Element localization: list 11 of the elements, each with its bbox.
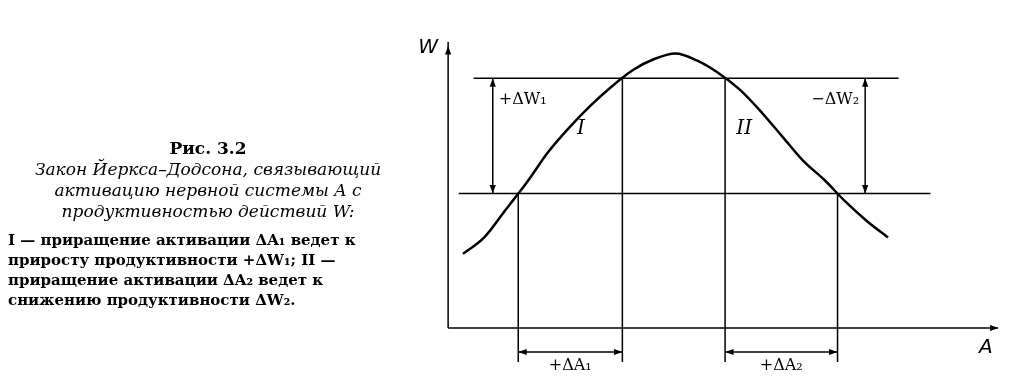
text: Рис. 3.2 [168,138,248,158]
annotation: −ΔW₂ [811,89,860,109]
annotation: I [575,115,586,140]
text: +ΔA₂ [759,355,803,375]
x-axis-title: A [976,334,993,359]
annotation: +ΔW₁ [498,89,547,109]
text: I — приращение активации ΔA₁ ведет к приросту продуктивности +ΔW₁; II — приращение активации ΔA₂ ведет к снижению продуктивности ΔW₂. [8,230,357,310]
text: Закон Йеркса–Додсона, связывающий активацию нервной системы A с продуктивностью действий W: [33,159,383,222]
y-axis-title: W [418,34,440,59]
annotation: II [735,115,754,140]
text: +ΔA₁ [548,355,592,375]
